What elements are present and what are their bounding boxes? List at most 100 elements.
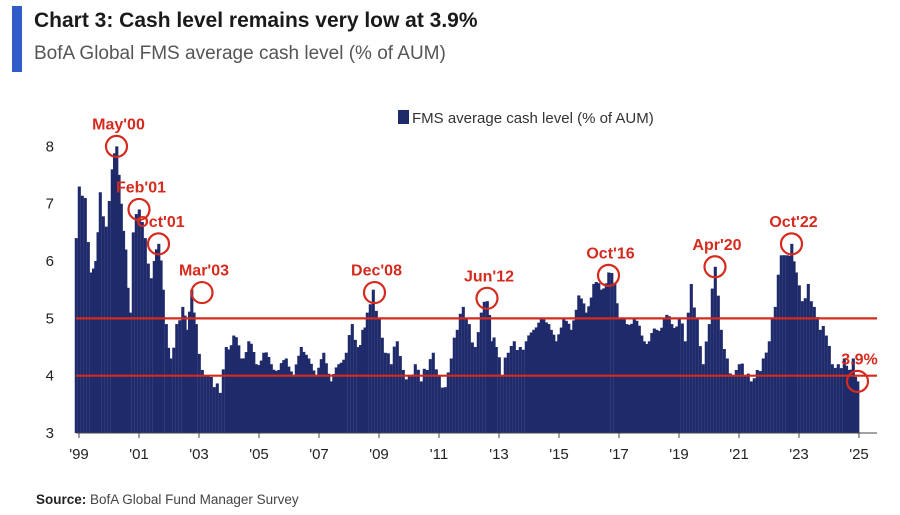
bar xyxy=(374,310,378,433)
bar xyxy=(134,214,138,433)
bar xyxy=(806,283,810,433)
x-tick-label: '23 xyxy=(789,446,809,463)
bar xyxy=(567,323,571,433)
annotation-circle xyxy=(779,232,804,256)
annotation-circle xyxy=(596,263,621,287)
bar xyxy=(181,306,185,433)
bar xyxy=(329,381,333,433)
bar xyxy=(292,375,296,433)
bar xyxy=(615,303,619,433)
annotation-label: May'00 xyxy=(92,116,145,133)
bar xyxy=(74,238,78,433)
bar xyxy=(267,356,271,433)
bar xyxy=(529,332,533,433)
bar xyxy=(297,355,301,433)
bar xyxy=(383,352,387,433)
bar xyxy=(413,364,417,433)
bar xyxy=(582,303,586,433)
bar xyxy=(294,364,298,433)
bar xyxy=(683,341,687,433)
bar xyxy=(322,352,326,433)
bar xyxy=(334,367,338,433)
x-tick-label: '03 xyxy=(189,446,209,463)
bar xyxy=(657,330,661,433)
bar xyxy=(274,370,278,433)
bar xyxy=(164,324,168,433)
bar xyxy=(363,327,367,433)
x-tick-label: '05 xyxy=(249,446,269,463)
annotation-circle xyxy=(127,197,151,222)
annotation-label: Jun'12 xyxy=(464,268,514,285)
x-tick-label: '13 xyxy=(489,446,509,463)
bar xyxy=(675,326,679,433)
bar xyxy=(197,353,201,433)
bar xyxy=(630,323,634,433)
bar xyxy=(137,209,141,433)
bar xyxy=(749,381,753,433)
bar xyxy=(126,287,130,433)
x-axis: '99 '01 '03 '05 '07 '09 '11 '13 '15 '17 '19 '21 '23 '… xyxy=(69,432,877,463)
bar xyxy=(625,324,629,433)
bar xyxy=(206,375,210,433)
bar xyxy=(422,368,426,433)
bar xyxy=(830,364,834,433)
bar xyxy=(404,379,408,433)
bar xyxy=(827,345,831,433)
bar xyxy=(446,372,450,433)
bar xyxy=(314,375,318,433)
bar xyxy=(701,364,705,433)
bar xyxy=(161,289,165,433)
bar xyxy=(734,369,738,433)
x-tick-label: '01 xyxy=(129,446,149,463)
bar xyxy=(767,341,771,433)
bar xyxy=(143,238,147,433)
bar xyxy=(304,354,308,433)
bar xyxy=(259,360,263,433)
bar xyxy=(155,249,159,433)
bar xyxy=(299,347,303,433)
bar xyxy=(597,283,601,433)
bar xyxy=(342,359,346,433)
bar xyxy=(455,329,459,433)
bar xyxy=(490,341,494,433)
legend-swatch xyxy=(398,110,409,124)
bar xyxy=(652,328,656,433)
bar xyxy=(689,283,693,433)
bar xyxy=(594,282,598,433)
bar xyxy=(104,226,108,433)
bar xyxy=(80,195,84,433)
x-tick-label: '17 xyxy=(609,446,629,463)
bar xyxy=(443,387,447,433)
bar xyxy=(192,312,196,433)
y-tick-label: 5 xyxy=(46,310,54,327)
bar xyxy=(547,324,551,433)
bar xyxy=(637,325,641,433)
bar xyxy=(140,221,144,433)
annotation-label: Feb'01 xyxy=(116,179,166,196)
bar xyxy=(680,323,684,433)
bar xyxy=(458,313,462,433)
bar xyxy=(371,289,375,433)
bar xyxy=(467,324,471,433)
bar xyxy=(716,295,720,433)
bar xyxy=(604,283,608,433)
bar xyxy=(380,337,384,433)
bar xyxy=(640,335,644,433)
bar xyxy=(244,352,248,433)
bar xyxy=(470,342,474,433)
bar xyxy=(131,232,135,433)
y-tick-label: 4 xyxy=(46,368,54,385)
bar xyxy=(319,359,323,433)
bar xyxy=(107,201,111,433)
bar xyxy=(731,375,735,433)
bar xyxy=(515,350,519,433)
bar xyxy=(672,327,676,433)
bar xyxy=(500,375,504,433)
bar xyxy=(833,367,837,433)
bar xyxy=(521,349,525,433)
bar xyxy=(642,341,646,433)
x-tick-label: '19 xyxy=(669,446,689,463)
bar xyxy=(113,153,117,434)
bar xyxy=(361,329,365,433)
